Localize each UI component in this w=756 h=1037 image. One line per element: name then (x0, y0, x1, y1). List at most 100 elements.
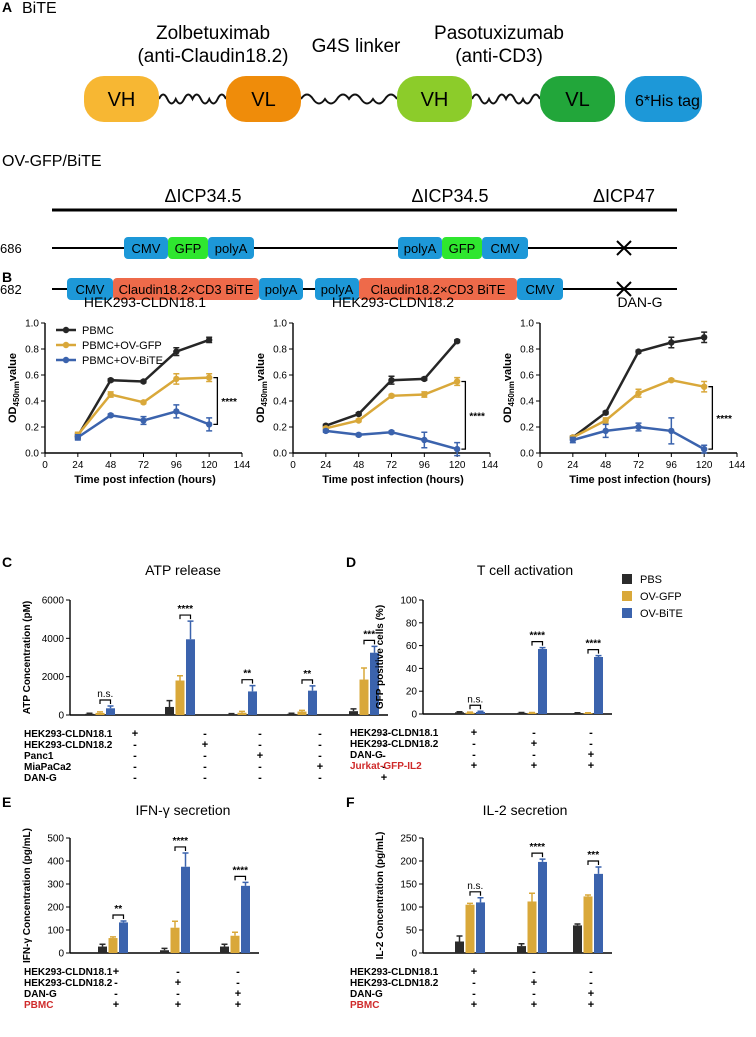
condition-mark: - (382, 761, 386, 773)
y-tick-label: 50 (406, 926, 418, 937)
y-tick-label: 80 (406, 618, 418, 629)
condition-mark: - (472, 988, 476, 1000)
y-tick-label: 200 (400, 857, 417, 868)
error-bar (120, 920, 127, 923)
bar-chart-0: ATP release 0 2000 4000 6000 ATP Concentratio… (22, 562, 388, 784)
error-bar (350, 708, 357, 712)
legend-label-1: PBMC+OV-GFP (82, 340, 162, 352)
error-bar (477, 897, 484, 903)
y-tick-label: 0.4 (25, 397, 39, 408)
condition-mark: - (472, 749, 476, 761)
bar-pbs (220, 946, 229, 953)
y-tick-label: 60 (406, 641, 418, 652)
panel-label-c: C (2, 554, 12, 570)
error-bar (595, 866, 602, 874)
bar-pbs (517, 712, 526, 714)
zolbetuximab-label: Zolbetuximab (156, 23, 270, 44)
cassette-label: polyA (215, 241, 248, 256)
significance-mark: **** (529, 842, 545, 853)
linker-label: G4S linker (312, 36, 401, 57)
significance-bracket (469, 891, 482, 896)
condition-mark: + (471, 966, 477, 978)
bar-ov-gfp (359, 679, 369, 715)
data-point (140, 399, 147, 406)
significance-mark: n.s. (467, 881, 483, 892)
bar-pbs (85, 713, 94, 715)
bar-ov-gfp (230, 935, 240, 953)
condition-mark: - (203, 728, 207, 740)
legend-marker-1 (62, 341, 70, 349)
legend-label-ov-bite: OV-BiTE (640, 608, 683, 620)
data-point (602, 417, 609, 424)
condition-mark: + (588, 760, 594, 772)
condition-mark: + (175, 999, 181, 1011)
data-point (205, 421, 213, 428)
condition-row-label: HEK293-CLDN18.1 (24, 967, 113, 978)
bar-chart-3: IL-2 secretion 0 50 100 150 200 250 IL-2 Concen… (350, 802, 612, 1011)
data-point (205, 336, 213, 344)
error-bar (110, 936, 116, 939)
cassette-label: polyA (404, 241, 437, 256)
legend-marker-0 (62, 326, 70, 334)
condition-mark: + (531, 977, 537, 989)
significance-bracket (363, 639, 376, 645)
condition-row-label: HEK293-CLDN18.1 (350, 728, 439, 739)
cassette-label: CMV (76, 282, 105, 297)
domain-label-1: VL (251, 89, 275, 111)
y-axis-label-tail: value (502, 353, 514, 381)
error-bar (529, 892, 535, 902)
significance-mark: **** (529, 631, 545, 642)
condition-mark: + (381, 772, 387, 784)
legend-swatch-ov-gfp (622, 591, 632, 601)
y-tick-label: 0.6 (520, 371, 534, 382)
condition-mark: - (382, 728, 386, 740)
y-tick-label: 2000 (42, 672, 65, 683)
condition-mark: - (532, 749, 536, 761)
significance-bracket (174, 846, 187, 851)
data-point (700, 383, 708, 390)
error-bar (477, 710, 484, 713)
condition-row-label: DAN-G (24, 989, 57, 1000)
data-point (453, 378, 461, 385)
bar-ov-bite (594, 657, 603, 714)
error-bar (309, 685, 316, 691)
y-tick-label: 100 (400, 903, 417, 914)
significance-bracket (587, 649, 600, 654)
bar-ov-bite (186, 639, 195, 715)
bar-ov-bite (594, 873, 603, 953)
pasotuxizumab-label: Pasotuxizumab (434, 23, 564, 44)
condition-row-label: HEK293-CLDN18.2 (350, 739, 439, 750)
significance-bracket (708, 386, 714, 450)
cassette-cmv (259, 278, 303, 300)
condition-mark: - (203, 772, 207, 784)
condition-mark: + (113, 999, 119, 1011)
x-tick-label: 120 (696, 460, 713, 471)
line-charts: HEK293-CLDN18.1 0.0 0.2 0.4 0.6 0.8 1.0 0 24 48 72… (7, 294, 746, 486)
significance-bracket (461, 380, 467, 450)
bar-ov-gfp (108, 938, 118, 953)
x-tick-label: 24 (320, 460, 332, 471)
condition-mark: - (258, 739, 262, 751)
condition-mark: - (236, 977, 240, 989)
cassette-cmv (124, 237, 168, 259)
y-tick-label: 0.0 (273, 449, 287, 460)
x-tick-label: 72 (386, 460, 398, 471)
significance-bracket (99, 699, 112, 704)
condition-mark: + (132, 728, 138, 740)
y-tick-label: 0.4 (273, 397, 287, 408)
cassette-label: polyA (265, 282, 298, 297)
bar-ov-bite (308, 690, 317, 715)
error-bar (539, 646, 546, 650)
x-axis-label: Time post infection (hours) (74, 474, 216, 486)
bar-pbs (227, 714, 236, 715)
condition-mark: - (318, 739, 322, 751)
bar-ov-bite (538, 861, 547, 953)
significance-bracket (301, 679, 314, 684)
error-bar (107, 705, 114, 709)
bite-construct: VH VL VH VL 6*His tag (84, 76, 702, 122)
significance-mark: **** (172, 836, 188, 847)
y-axis-label: IL-2 Concentration (pg/mL) (375, 832, 386, 960)
condition-mark: - (472, 977, 476, 989)
